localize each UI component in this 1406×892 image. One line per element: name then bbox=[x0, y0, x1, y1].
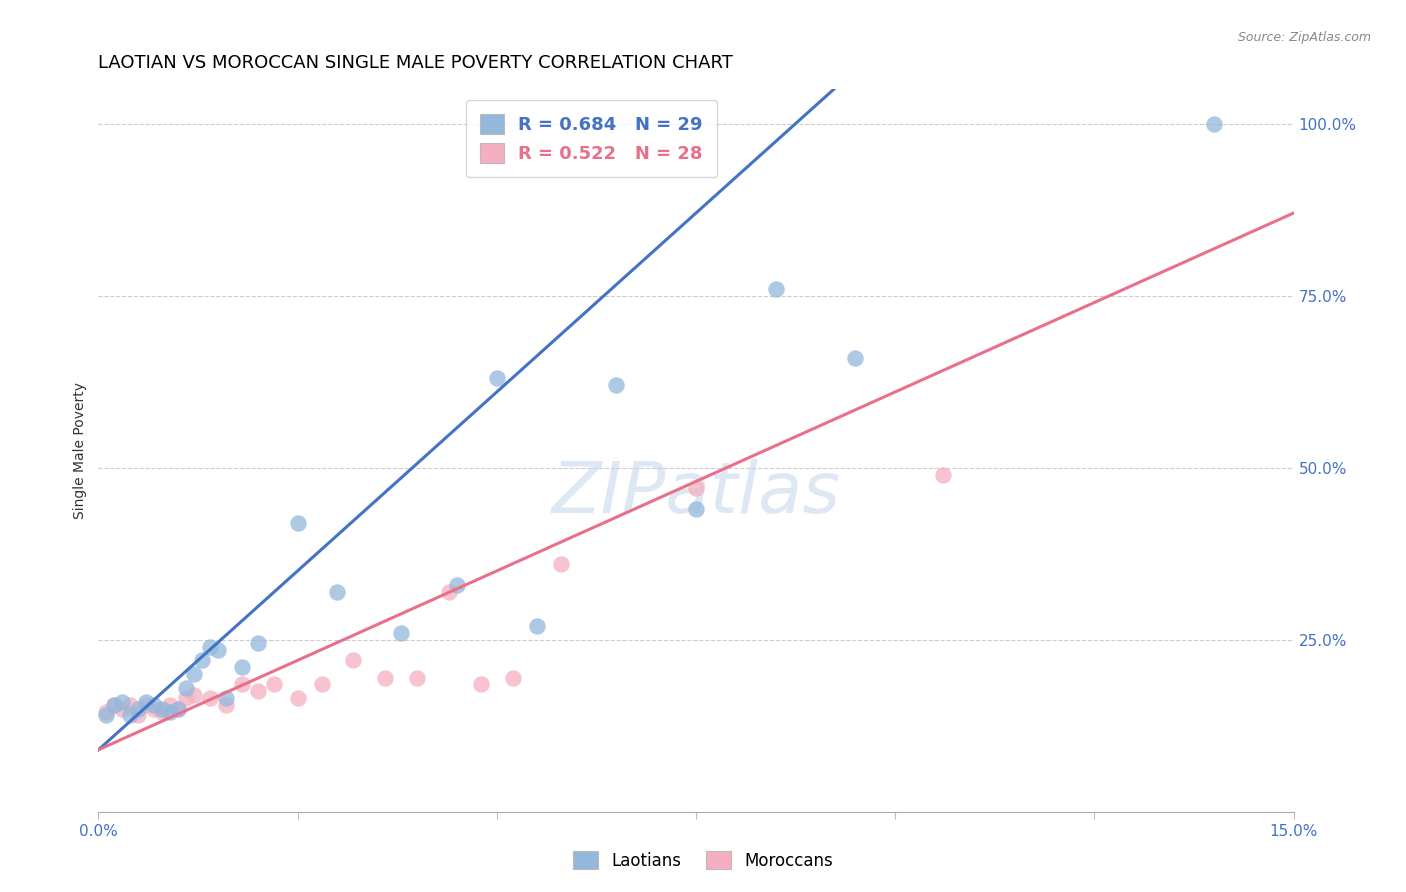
Point bbox=[374, 671, 396, 685]
Point bbox=[135, 698, 157, 712]
Point bbox=[183, 688, 205, 702]
Point bbox=[150, 701, 173, 715]
Point bbox=[215, 691, 238, 706]
Point bbox=[605, 378, 627, 392]
Point bbox=[685, 502, 707, 516]
Point bbox=[111, 701, 134, 715]
Point bbox=[446, 577, 468, 591]
Point bbox=[311, 677, 333, 691]
Legend: R = 0.684   N = 29, R = 0.522   N = 28: R = 0.684 N = 29, R = 0.522 N = 28 bbox=[465, 100, 717, 178]
Point bbox=[127, 708, 149, 723]
Point bbox=[389, 625, 412, 640]
Point bbox=[167, 701, 190, 715]
Point bbox=[174, 681, 197, 695]
Point bbox=[246, 636, 269, 650]
Point bbox=[932, 467, 955, 482]
Point bbox=[96, 705, 118, 719]
Point bbox=[111, 695, 134, 709]
Point bbox=[159, 705, 181, 719]
Point bbox=[326, 584, 349, 599]
Point bbox=[406, 671, 429, 685]
Point bbox=[191, 653, 214, 667]
Point bbox=[502, 671, 524, 685]
Text: LAOTIAN VS MOROCCAN SINGLE MALE POVERTY CORRELATION CHART: LAOTIAN VS MOROCCAN SINGLE MALE POVERTY … bbox=[98, 54, 734, 72]
Y-axis label: Single Male Poverty: Single Male Poverty bbox=[73, 382, 87, 519]
Point bbox=[231, 660, 253, 674]
Point bbox=[174, 691, 197, 706]
Text: ZIPatlas: ZIPatlas bbox=[551, 459, 841, 528]
Point bbox=[765, 282, 787, 296]
Point bbox=[159, 698, 181, 712]
Point bbox=[198, 640, 221, 654]
Point bbox=[485, 371, 508, 385]
Point bbox=[231, 677, 253, 691]
Point bbox=[103, 698, 125, 712]
Point bbox=[246, 684, 269, 698]
Point bbox=[550, 557, 572, 571]
Point bbox=[287, 691, 309, 706]
Point bbox=[198, 691, 221, 706]
Point bbox=[120, 708, 142, 723]
Point bbox=[207, 643, 229, 657]
Point bbox=[183, 667, 205, 681]
Point bbox=[135, 695, 157, 709]
Point bbox=[470, 677, 492, 691]
Point bbox=[143, 701, 166, 715]
Point bbox=[342, 653, 364, 667]
Point bbox=[167, 701, 190, 715]
Point bbox=[103, 698, 125, 712]
Legend: Laotians, Moroccans: Laotians, Moroccans bbox=[567, 845, 839, 877]
Text: Source: ZipAtlas.com: Source: ZipAtlas.com bbox=[1237, 31, 1371, 45]
Point bbox=[150, 705, 173, 719]
Point bbox=[437, 584, 460, 599]
Point bbox=[685, 481, 707, 495]
Point bbox=[844, 351, 866, 365]
Point bbox=[263, 677, 285, 691]
Point bbox=[96, 708, 118, 723]
Point bbox=[287, 516, 309, 530]
Point bbox=[120, 698, 142, 712]
Point bbox=[526, 619, 548, 633]
Point bbox=[1202, 117, 1225, 131]
Point bbox=[143, 698, 166, 712]
Point bbox=[215, 698, 238, 712]
Point bbox=[127, 701, 149, 715]
